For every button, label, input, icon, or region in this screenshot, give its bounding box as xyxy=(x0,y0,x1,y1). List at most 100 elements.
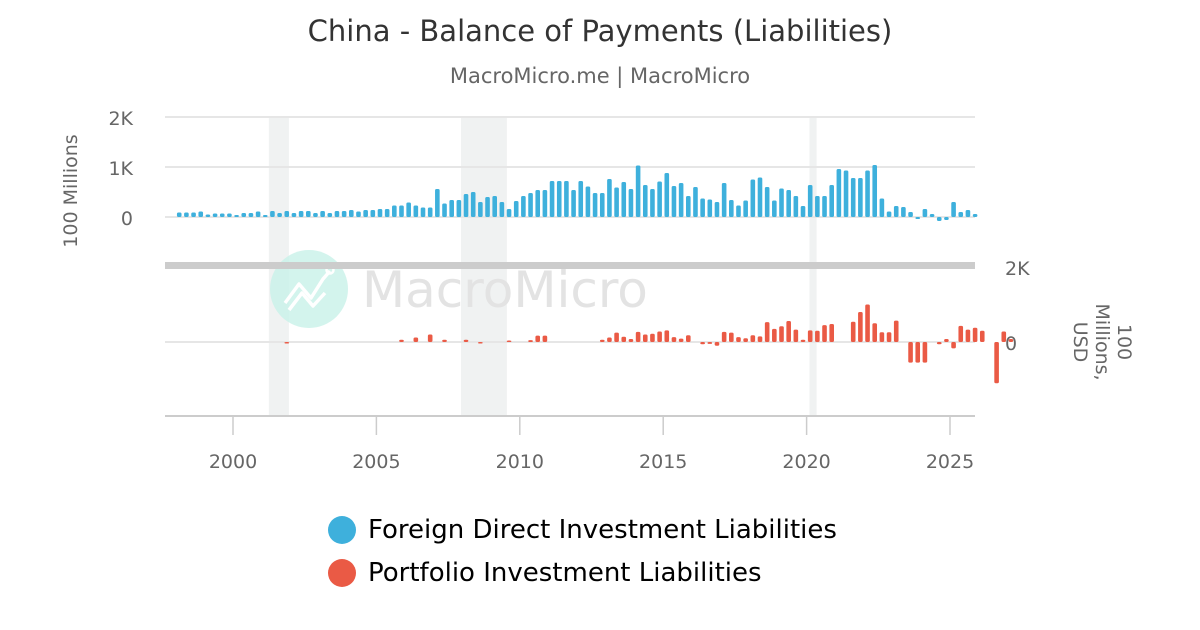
fdi-bar[interactable] xyxy=(743,200,748,218)
fdi-bar[interactable] xyxy=(757,177,763,218)
fdi-bar[interactable] xyxy=(435,189,440,217)
fdi-bar[interactable] xyxy=(621,182,627,217)
fdi-bar[interactable] xyxy=(499,202,505,217)
portfolio-bar[interactable] xyxy=(506,340,512,343)
portfolio-bar[interactable] xyxy=(972,327,978,342)
fdi-bar[interactable] xyxy=(184,212,189,218)
fdi-bar[interactable] xyxy=(255,211,261,218)
fdi-bar[interactable] xyxy=(212,213,218,218)
fdi-bar[interactable] xyxy=(736,205,741,218)
fdi-bar[interactable] xyxy=(578,181,584,217)
portfolio-bar[interactable] xyxy=(664,330,670,342)
portfolio-bar[interactable] xyxy=(850,321,856,342)
portfolio-bar[interactable] xyxy=(678,338,684,342)
fdi-bar[interactable] xyxy=(915,217,921,219)
portfolio-bar[interactable] xyxy=(729,332,734,342)
portfolio-bar[interactable] xyxy=(399,339,404,342)
fdi-bar[interactable] xyxy=(227,213,232,218)
portfolio-bar[interactable] xyxy=(427,334,433,343)
portfolio-bar[interactable] xyxy=(893,320,899,342)
fdi-bar[interactable] xyxy=(714,202,720,217)
fdi-bar[interactable] xyxy=(205,214,211,218)
portfolio-bar[interactable] xyxy=(908,342,913,363)
portfolio-bar[interactable] xyxy=(815,330,820,342)
fdi-bar[interactable] xyxy=(313,213,318,217)
fdi-bar[interactable] xyxy=(356,211,361,218)
portfolio-bar[interactable] xyxy=(478,342,483,344)
fdi-bar[interactable] xyxy=(786,190,791,217)
fdi-bar[interactable] xyxy=(176,212,182,218)
portfolio-bar[interactable] xyxy=(886,332,892,342)
fdi-bar[interactable] xyxy=(793,196,799,217)
portfolio-bar[interactable] xyxy=(621,336,627,342)
portfolio-bar[interactable] xyxy=(994,342,999,384)
portfolio-bar[interactable] xyxy=(922,342,928,363)
fdi-bar[interactable] xyxy=(592,193,598,217)
fdi-bar[interactable] xyxy=(850,178,856,217)
fdi-bar[interactable] xyxy=(478,202,483,217)
fdi-bar[interactable] xyxy=(349,210,354,217)
portfolio-bar[interactable] xyxy=(879,332,885,342)
fdi-bar[interactable] xyxy=(614,187,619,218)
fdi-bar[interactable] xyxy=(836,169,842,217)
portfolio-bar[interactable] xyxy=(535,335,541,342)
portfolio-bar[interactable] xyxy=(800,339,806,342)
fdi-bar[interactable] xyxy=(277,213,282,217)
portfolio-bar[interactable] xyxy=(936,342,942,345)
fdi-bar[interactable] xyxy=(693,187,698,217)
fdi-bar[interactable] xyxy=(635,165,641,218)
fdi-bar[interactable] xyxy=(779,188,784,218)
fdi-bar[interactable] xyxy=(585,186,591,218)
portfolio-bar[interactable] xyxy=(965,329,971,342)
fdi-bar[interactable] xyxy=(392,205,397,218)
fdi-bar[interactable] xyxy=(685,196,691,217)
fdi-bar[interactable] xyxy=(858,178,863,217)
portfolio-bar[interactable] xyxy=(528,340,533,342)
portfolio-bar[interactable] xyxy=(865,304,870,343)
portfolio-bar[interactable] xyxy=(671,337,677,342)
fdi-bar[interactable] xyxy=(929,214,935,217)
fdi-bar[interactable] xyxy=(707,199,713,218)
fdi-bar[interactable] xyxy=(413,205,419,218)
portfolio-bar[interactable] xyxy=(764,322,770,342)
fdi-bar[interactable] xyxy=(807,185,813,217)
portfolio-bar[interactable] xyxy=(650,333,655,342)
portfolio-bar[interactable] xyxy=(413,337,419,343)
fdi-bar[interactable] xyxy=(191,212,196,218)
fdi-bar[interactable] xyxy=(470,192,476,217)
portfolio-bar[interactable] xyxy=(721,331,727,342)
fdi-bar[interactable] xyxy=(535,190,541,217)
fdi-bar[interactable] xyxy=(750,179,756,218)
fdi-bar[interactable] xyxy=(485,197,490,217)
portfolio-bar[interactable] xyxy=(599,339,605,342)
portfolio-bar[interactable] xyxy=(757,336,763,342)
fdi-bar[interactable] xyxy=(528,193,533,217)
fdi-bar[interactable] xyxy=(865,170,870,218)
portfolio-bar[interactable] xyxy=(872,323,878,342)
portfolio-bar[interactable] xyxy=(607,337,612,343)
portfolio-bar[interactable] xyxy=(714,342,720,346)
portfolio-bar[interactable] xyxy=(635,331,641,342)
legend-item-portfolio[interactable]: Portfolio Investment Liabilities xyxy=(328,551,837,594)
fdi-bar[interactable] xyxy=(399,205,404,218)
fdi-bar[interactable] xyxy=(607,179,612,217)
fdi-bar[interactable] xyxy=(599,193,605,217)
fdi-bar[interactable] xyxy=(958,212,964,217)
portfolio-bar[interactable] xyxy=(829,324,834,342)
fdi-bar[interactable] xyxy=(327,213,333,217)
fdi-bar[interactable] xyxy=(556,181,562,217)
portfolio-bar[interactable] xyxy=(442,339,447,342)
fdi-bar[interactable] xyxy=(800,206,806,217)
fdi-bar[interactable] xyxy=(542,190,548,217)
fdi-bar[interactable] xyxy=(901,207,906,217)
portfolio-bar[interactable] xyxy=(1008,339,1014,342)
fdi-bar[interactable] xyxy=(972,214,978,217)
fdi-bar[interactable] xyxy=(198,211,204,218)
fdi-bar[interactable] xyxy=(363,210,368,217)
fdi-bar[interactable] xyxy=(886,211,892,218)
fdi-bar[interactable] xyxy=(420,207,426,218)
fdi-bar[interactable] xyxy=(843,170,849,218)
portfolio-bar[interactable] xyxy=(1001,331,1007,343)
portfolio-bar[interactable] xyxy=(628,339,634,342)
fdi-bar[interactable] xyxy=(456,200,462,217)
